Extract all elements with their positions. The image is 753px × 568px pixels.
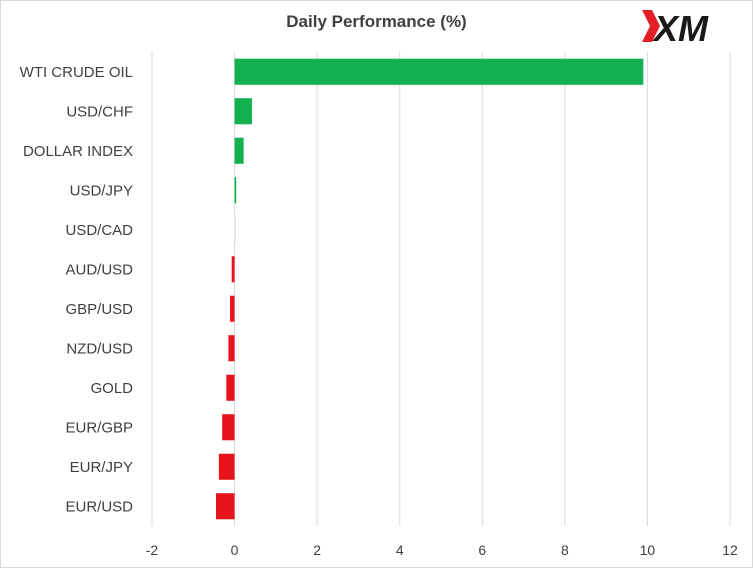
x-tick-labels: -2 0 2 4 6 8 10 12 xyxy=(146,542,738,558)
bar-wti-crude-oil xyxy=(234,58,644,85)
category-labels: WTI CRUDE OIL USD/CHF DOLLAR INDEX USD/JPY U… xyxy=(20,64,134,516)
category-label: GOLD xyxy=(90,380,133,397)
bar-aud-usd xyxy=(231,256,235,283)
category-label: DOLLAR INDEX xyxy=(23,143,133,160)
bar-usd-chf xyxy=(234,98,252,125)
category-label: EUR/GBP xyxy=(65,419,133,436)
bar-eur-jpy xyxy=(218,453,235,480)
category-label: EUR/JPY xyxy=(70,459,133,476)
x-tick-label: -2 xyxy=(146,542,159,558)
grid-lines xyxy=(151,52,731,526)
bar-nzd-usd xyxy=(228,335,235,362)
x-tick-label: 0 xyxy=(231,542,239,558)
bar-eur-usd xyxy=(215,493,235,520)
bar-eur-gbp xyxy=(222,414,235,441)
category-label: USD/JPY xyxy=(70,182,133,199)
bar-gold xyxy=(226,374,235,401)
chart-title: Daily Performance (%) xyxy=(286,12,467,31)
svg-text:XM: XM xyxy=(652,8,709,48)
category-label: WTI CRUDE OIL xyxy=(20,64,133,81)
category-label: GBP/USD xyxy=(65,301,133,318)
x-tick-label: 4 xyxy=(396,542,404,558)
category-label: EUR/USD xyxy=(65,498,133,515)
x-tick-label: 8 xyxy=(561,542,569,558)
category-label: AUD/USD xyxy=(65,261,133,278)
bar-usd-cad xyxy=(234,216,237,243)
category-label: NZD/USD xyxy=(66,340,133,357)
x-tick-label: 2 xyxy=(313,542,321,558)
xm-logo: XM xyxy=(642,8,709,48)
bar-gbp-usd xyxy=(230,295,235,322)
x-tick-label: 10 xyxy=(640,542,656,558)
category-label: USD/CAD xyxy=(65,222,133,239)
x-tick-label: 12 xyxy=(722,542,738,558)
category-label: USD/CHF xyxy=(66,103,133,120)
bars xyxy=(215,58,644,520)
x-tick-label: 6 xyxy=(478,542,486,558)
bar-dollar-index xyxy=(234,137,244,164)
bar-usd-jpy xyxy=(234,177,237,204)
